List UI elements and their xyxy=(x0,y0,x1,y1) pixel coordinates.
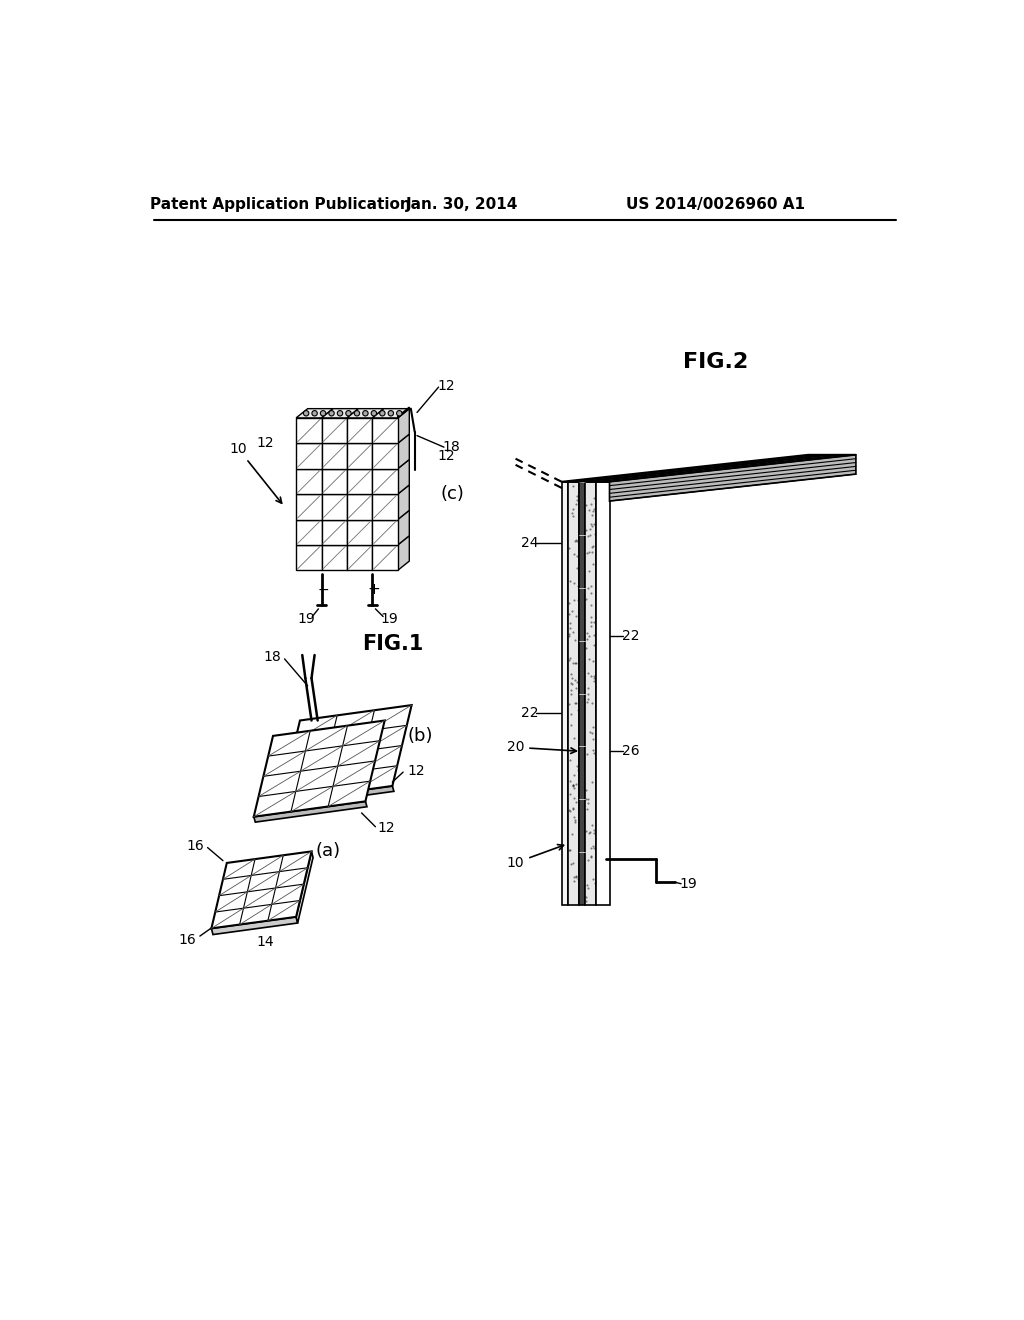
Circle shape xyxy=(388,411,393,416)
Polygon shape xyxy=(373,469,397,494)
Text: 10: 10 xyxy=(229,442,282,503)
Text: 18: 18 xyxy=(263,651,281,664)
Polygon shape xyxy=(347,520,373,545)
Polygon shape xyxy=(322,409,358,418)
Text: 12: 12 xyxy=(256,437,274,450)
Polygon shape xyxy=(579,482,585,906)
Text: +: + xyxy=(368,582,380,597)
Polygon shape xyxy=(322,520,347,545)
Polygon shape xyxy=(347,409,384,418)
Text: Jan. 30, 2014: Jan. 30, 2014 xyxy=(406,197,518,213)
Polygon shape xyxy=(281,705,412,801)
Circle shape xyxy=(346,411,351,416)
Polygon shape xyxy=(347,418,373,444)
Polygon shape xyxy=(211,917,298,935)
Polygon shape xyxy=(373,409,410,418)
Polygon shape xyxy=(322,545,347,570)
Polygon shape xyxy=(609,455,856,502)
Polygon shape xyxy=(568,482,579,906)
Text: Patent Application Publication: Patent Application Publication xyxy=(151,197,411,213)
Text: 22: 22 xyxy=(623,628,640,643)
Polygon shape xyxy=(397,484,410,520)
Polygon shape xyxy=(397,459,410,494)
Polygon shape xyxy=(322,494,347,520)
Circle shape xyxy=(362,411,368,416)
Text: 16: 16 xyxy=(178,933,196,946)
Polygon shape xyxy=(397,409,410,444)
Text: 19: 19 xyxy=(380,612,398,626)
Polygon shape xyxy=(281,785,394,807)
Polygon shape xyxy=(347,469,373,494)
Polygon shape xyxy=(296,409,333,418)
Circle shape xyxy=(312,411,317,416)
Text: 19: 19 xyxy=(297,612,315,626)
Circle shape xyxy=(337,411,343,416)
Text: 18: 18 xyxy=(442,440,461,454)
Circle shape xyxy=(329,411,334,416)
Text: 10: 10 xyxy=(507,845,563,870)
Polygon shape xyxy=(296,444,322,469)
Circle shape xyxy=(354,411,359,416)
Polygon shape xyxy=(585,482,596,906)
Text: US 2014/0026960 A1: US 2014/0026960 A1 xyxy=(627,197,805,213)
Polygon shape xyxy=(397,536,410,570)
Polygon shape xyxy=(347,545,373,570)
Text: 14: 14 xyxy=(256,936,274,949)
Polygon shape xyxy=(296,520,322,545)
Polygon shape xyxy=(296,469,322,494)
Text: FIG.2: FIG.2 xyxy=(683,352,749,372)
Polygon shape xyxy=(373,444,397,469)
Circle shape xyxy=(396,411,402,416)
Polygon shape xyxy=(562,455,856,482)
Polygon shape xyxy=(373,545,397,570)
Text: 26: 26 xyxy=(623,744,640,758)
Text: 19: 19 xyxy=(680,876,697,891)
Polygon shape xyxy=(322,469,347,494)
Polygon shape xyxy=(562,482,568,906)
Polygon shape xyxy=(322,444,347,469)
Text: (a): (a) xyxy=(315,842,341,861)
Text: FIG.1: FIG.1 xyxy=(361,634,423,653)
Text: 16: 16 xyxy=(186,840,204,853)
Polygon shape xyxy=(296,851,313,923)
Circle shape xyxy=(371,411,377,416)
Text: 24: 24 xyxy=(520,536,539,550)
Text: 12: 12 xyxy=(408,763,425,777)
Polygon shape xyxy=(397,434,410,469)
Text: 12: 12 xyxy=(377,821,394,836)
Polygon shape xyxy=(596,482,609,906)
Polygon shape xyxy=(397,407,410,418)
Circle shape xyxy=(303,411,309,416)
Text: (c): (c) xyxy=(440,486,464,503)
Polygon shape xyxy=(373,520,397,545)
Circle shape xyxy=(321,411,326,416)
Polygon shape xyxy=(296,494,322,520)
Text: (b): (b) xyxy=(408,727,433,744)
Polygon shape xyxy=(211,851,311,928)
Polygon shape xyxy=(254,721,385,817)
Text: 20: 20 xyxy=(507,741,577,754)
Polygon shape xyxy=(254,801,367,822)
Polygon shape xyxy=(296,545,322,570)
Text: 12: 12 xyxy=(437,449,455,463)
Text: 12: 12 xyxy=(437,379,455,392)
Circle shape xyxy=(380,411,385,416)
Polygon shape xyxy=(347,444,373,469)
Polygon shape xyxy=(373,418,397,444)
Text: −: − xyxy=(317,582,329,597)
Polygon shape xyxy=(397,511,410,545)
Polygon shape xyxy=(347,494,373,520)
Polygon shape xyxy=(373,494,397,520)
Polygon shape xyxy=(296,418,322,444)
Text: 22: 22 xyxy=(520,706,539,719)
Polygon shape xyxy=(322,418,347,444)
